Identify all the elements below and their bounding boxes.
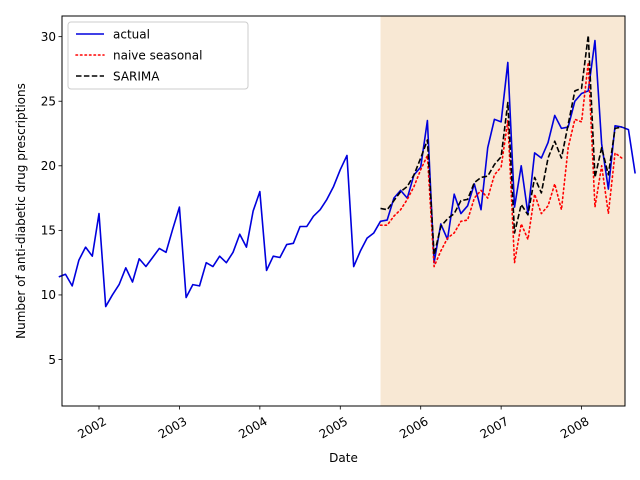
series-line-2 [380, 34, 622, 256]
y-tick-label: 20 [41, 159, 56, 173]
y-axis: 5 10 15 20 25 30 [41, 30, 62, 367]
x-tick-label: 2003 [156, 414, 189, 441]
legend-label-0: actual [113, 27, 150, 41]
y-tick-label: 30 [41, 30, 56, 44]
series-line-1 [379, 61, 623, 268]
legend-box [67, 21, 249, 90]
y-tick-label: 10 [41, 288, 56, 302]
y-tick-label: 15 [41, 224, 56, 238]
x-tick-label: 2006 [397, 414, 430, 441]
x-tick-label: 2007 [478, 414, 511, 441]
y-axis-label: Number of anti-diabetic drug prescriptio… [14, 83, 28, 339]
x-tick-label: 2008 [558, 414, 591, 441]
y-tick-label: 25 [41, 95, 56, 109]
x-tick-label: 2005 [317, 414, 350, 441]
legend-label-1: naive seasonal [113, 48, 202, 62]
x-axis-label: Date [329, 451, 358, 465]
forecast-region [380, 16, 625, 406]
legend-label-2: SARIMA [113, 69, 160, 83]
plot-frame [61, 15, 626, 407]
x-tick-label: 2004 [236, 414, 269, 441]
x-axis: 2002 2003 2004 2005 2006 2007 2008 [75, 406, 591, 441]
series-line-0 [58, 39, 636, 308]
y-tick-label: 5 [48, 353, 56, 367]
x-tick-label: 2002 [75, 414, 108, 441]
legend: actual naive seasonal SARIMA [67, 21, 249, 90]
series-layer [58, 34, 636, 308]
forecast-shading-layer [380, 16, 625, 406]
